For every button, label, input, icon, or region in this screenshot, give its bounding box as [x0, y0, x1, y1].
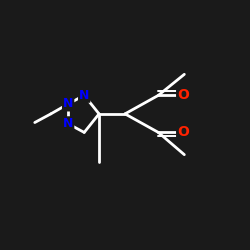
Text: N: N — [63, 98, 73, 110]
Text: N: N — [63, 117, 73, 130]
Text: N: N — [79, 89, 90, 102]
Text: O: O — [177, 88, 189, 102]
Text: O: O — [177, 126, 189, 140]
